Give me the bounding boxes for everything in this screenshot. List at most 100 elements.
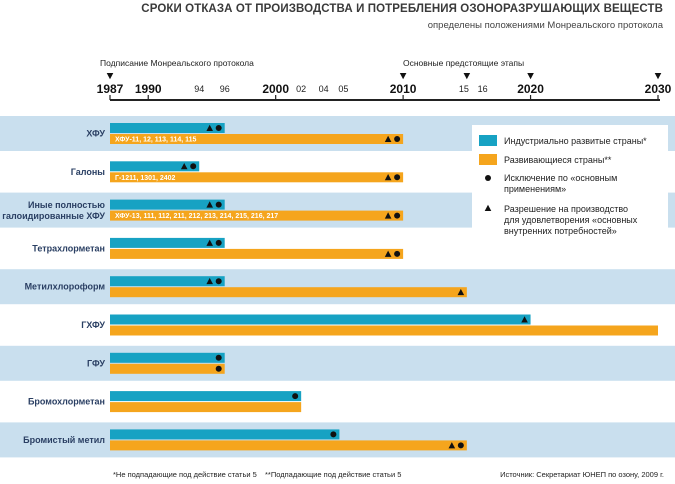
tick-label-minor: 94 — [194, 84, 204, 94]
developed-circle-marker — [330, 431, 337, 438]
category-label: Галоны — [71, 167, 106, 177]
tick-label-major: 2020 — [517, 82, 544, 96]
developing-triangle-marker — [457, 288, 465, 296]
tick-label-minor: 96 — [220, 84, 230, 94]
legend: Индустриально развитые страны* Развивающи… — [472, 125, 668, 252]
developing-triangle-marker — [384, 250, 392, 257]
developed-circle-marker — [190, 163, 197, 170]
event-marker-1987 — [106, 73, 114, 80]
developing-circle-marker — [457, 442, 464, 449]
developed-triangle-marker — [206, 239, 213, 246]
source-note: Источник: Секретариат ЮНЕП по озону, 200… — [500, 470, 664, 479]
chart-subtitle: определены положениями Монреальского про… — [427, 20, 663, 31]
legend-circle-icon — [485, 175, 491, 181]
legend-label-circle: Исключение по «основным — [504, 173, 617, 183]
developed-triangle-marker — [206, 124, 213, 131]
tick-label-minor: 16 — [478, 84, 488, 94]
row-band — [0, 269, 675, 305]
bar-developed — [110, 429, 340, 440]
bar-developing — [110, 287, 467, 298]
time-axis: 1987 1990 2000 2010 2020 2030 94 96 02 04 05 15 16 По… — [97, 58, 672, 101]
legend-swatch-developing — [479, 154, 497, 165]
event-marker-2010 — [399, 73, 407, 80]
row-band — [0, 422, 675, 458]
legend-triangle-icon — [484, 204, 492, 211]
developing-circle-marker — [394, 250, 401, 257]
category-label: ГХФУ — [81, 320, 105, 330]
event-label-milestones: Основные предстоящие этапы — [403, 58, 524, 68]
bar-developing — [110, 134, 404, 144]
bar-developing — [110, 210, 404, 221]
bar-developed — [110, 237, 225, 248]
legend-label-triangle-3: внутренних потребностей» — [504, 226, 617, 236]
category-label: Тетрахлорметан — [32, 243, 105, 253]
category-label: Бромистый метил — [23, 435, 105, 445]
bar-developed — [110, 161, 200, 172]
developing-circle-marker — [394, 136, 401, 142]
category-label: Бромохлорметан — [28, 397, 105, 407]
bar-developed — [110, 199, 225, 210]
category-label: ХФУ — [86, 129, 105, 139]
event-marker-2020 — [527, 73, 534, 80]
bar-developing-label: ХФУ-13, 111, 112, 211, 212, 213, 214, 21… — [115, 213, 278, 220]
legend-label-developing: Развивающиеся страны** — [504, 155, 612, 165]
chart-title: СРОКИ ОТКАЗА ОТ ПРОИЗВОДСТВА И ПОТРЕБЛЕН… — [141, 3, 663, 15]
event-marker-2015 — [463, 73, 471, 80]
developed-circle-marker — [215, 354, 222, 361]
bar-developing — [110, 172, 404, 183]
bar-developing-label: Г-1211, 1301, 2402 — [115, 175, 176, 182]
bar-developed — [110, 123, 225, 133]
bar-developed — [110, 352, 225, 363]
tick-label-minor: 04 — [319, 84, 329, 94]
tick-label-minor: 15 — [459, 84, 469, 94]
tick-label-major: 2030 — [645, 82, 672, 96]
legend-box — [472, 125, 668, 252]
row-bands — [0, 116, 675, 458]
developed-circle-marker — [292, 393, 299, 400]
category-label: галоидированные ХФУ — [2, 211, 105, 221]
developing-circle-marker — [215, 365, 222, 372]
developed-circle-marker — [215, 278, 222, 285]
bar-developing — [110, 325, 658, 336]
tick-label-major: 1987 — [97, 82, 124, 96]
legend-label-triangle: Разрешение на производство — [504, 204, 628, 214]
legend-swatch-developed — [479, 135, 497, 146]
developing-triangle-marker — [448, 442, 456, 449]
developing-circle-marker — [394, 174, 401, 181]
developed-triangle-marker — [180, 163, 188, 170]
bar-developing — [110, 402, 302, 413]
tick-label-major: 1990 — [135, 82, 162, 96]
bar-developed — [110, 391, 302, 402]
bar-developed — [110, 314, 531, 325]
tick-label-major: 2000 — [262, 82, 289, 96]
developed-triangle-marker — [206, 277, 213, 285]
row-band — [0, 345, 675, 381]
developed-circle-marker — [215, 125, 222, 131]
bar-developing — [110, 248, 404, 259]
footer: *Не подпадающие под действие статьи 5 **П… — [113, 470, 664, 479]
category-label: Метилхлороформ — [25, 282, 106, 292]
footnote-developing: **Подпадающие под действие статьи 5 — [265, 470, 401, 479]
chart-rows: ХФУ ХФУ-11, 12, 113, 114, 115 Галоны Г-1211… — [2, 123, 658, 451]
tick-label-minor: 05 — [338, 84, 348, 94]
legend-label-circle-2: применениям» — [504, 184, 566, 194]
developed-triangle-marker — [206, 201, 213, 208]
tick-label-major: 2010 — [390, 82, 417, 96]
legend-label-triangle-2: для удовлетворения «основных — [504, 215, 638, 225]
category-label: ГФУ — [87, 358, 105, 368]
bar-developed — [110, 276, 225, 287]
event-label-signing: Подписание Монреальского протокола — [100, 58, 254, 68]
category-label: Иные полностью — [28, 200, 105, 210]
bar-developing — [110, 440, 467, 451]
developed-circle-marker — [215, 201, 222, 208]
event-marker-2030 — [654, 73, 662, 80]
bar-developing — [110, 363, 225, 374]
developed-circle-marker — [215, 239, 222, 246]
developed-triangle-marker — [521, 316, 528, 323]
legend-label-developed: Индустриально развитые страны* — [504, 136, 647, 146]
bar-developing-label: ХФУ-11, 12, 113, 114, 115 — [115, 137, 197, 144]
developing-triangle-marker — [384, 135, 392, 142]
footnote-developed: *Не подпадающие под действие статьи 5 — [113, 470, 257, 479]
developing-triangle-marker — [384, 174, 392, 181]
